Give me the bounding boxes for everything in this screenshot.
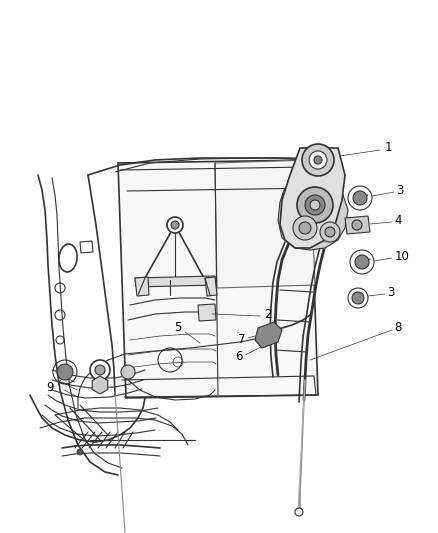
Polygon shape — [135, 276, 215, 287]
Text: 7: 7 — [238, 334, 245, 346]
Circle shape — [171, 221, 179, 229]
Polygon shape — [94, 370, 106, 385]
Text: 3: 3 — [386, 286, 394, 298]
Text: 8: 8 — [393, 321, 401, 335]
Circle shape — [90, 360, 110, 380]
Polygon shape — [92, 376, 108, 394]
Circle shape — [95, 365, 105, 375]
Circle shape — [166, 217, 183, 233]
Circle shape — [298, 222, 310, 234]
Polygon shape — [254, 322, 281, 348]
Circle shape — [292, 216, 316, 240]
Polygon shape — [215, 160, 314, 288]
Text: 2: 2 — [264, 308, 271, 320]
Circle shape — [319, 222, 339, 242]
Circle shape — [301, 144, 333, 176]
Circle shape — [308, 151, 326, 169]
Polygon shape — [118, 160, 317, 398]
Circle shape — [351, 292, 363, 304]
Polygon shape — [344, 216, 369, 234]
Circle shape — [352, 191, 366, 205]
Polygon shape — [277, 182, 347, 250]
Text: 1: 1 — [383, 141, 391, 154]
Text: 6: 6 — [235, 351, 242, 364]
Text: 10: 10 — [394, 249, 409, 262]
Polygon shape — [198, 304, 215, 321]
Circle shape — [351, 220, 361, 230]
Circle shape — [77, 449, 83, 455]
Circle shape — [57, 364, 73, 380]
Circle shape — [294, 508, 302, 516]
Polygon shape — [135, 277, 148, 296]
Circle shape — [324, 227, 334, 237]
Polygon shape — [205, 277, 216, 296]
Text: 4: 4 — [393, 214, 401, 227]
Circle shape — [121, 365, 135, 379]
Text: 5: 5 — [174, 321, 181, 335]
Circle shape — [297, 187, 332, 223]
Text: 9: 9 — [46, 382, 53, 394]
Circle shape — [354, 255, 368, 269]
Circle shape — [313, 156, 321, 164]
Circle shape — [304, 195, 324, 215]
Text: 3: 3 — [396, 183, 403, 197]
Circle shape — [309, 200, 319, 210]
Polygon shape — [279, 148, 344, 248]
